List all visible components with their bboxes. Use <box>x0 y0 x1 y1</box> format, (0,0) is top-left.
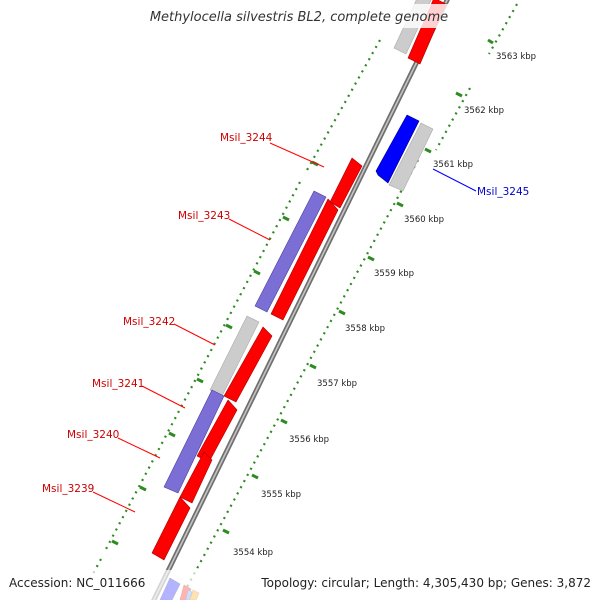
title-backdrop <box>140 4 458 28</box>
gene-label-msil-3239[interactable]: Msil_3239 <box>42 483 94 495</box>
page-title: Methylocella silvestris BL2, complete ge… <box>150 10 448 25</box>
accession-text: Accession: NC_011666 <box>9 576 145 590</box>
label-leaders <box>92 142 477 513</box>
gene-label-msil-3243[interactable]: Msil_3243 <box>178 210 230 222</box>
feature-red-3242[interactable] <box>223 326 273 403</box>
gene-label-msil-3244[interactable]: Msil_3244 <box>220 132 273 144</box>
kbp-label: 3561 kbp <box>433 160 473 170</box>
feature-purple-3241[interactable] <box>163 389 225 494</box>
features <box>151 0 447 600</box>
gene-label-msil-3245[interactable]: Msil_3245 <box>477 186 529 198</box>
feature-red-3240[interactable] <box>179 451 213 504</box>
gene-label-msil-3242[interactable]: Msil_3242 <box>123 316 175 328</box>
footer-backdrop <box>0 570 600 600</box>
kbp-label: 3558 kbp <box>345 324 385 334</box>
backbone <box>151 0 450 600</box>
kbp-label: 3559 kbp <box>374 269 414 279</box>
genome-stats-text: Topology: circular; Length: 4,305,430 bp… <box>260 576 591 590</box>
feature-grey-3245[interactable] <box>388 122 434 192</box>
feature-red-3239[interactable] <box>151 496 191 561</box>
gene-label-msil-3241[interactable]: Msil_3241 <box>92 378 144 390</box>
kbp-label: 3562 kbp <box>464 106 504 116</box>
major-ticks <box>111 38 494 546</box>
feature-blue-3245[interactable] <box>375 114 420 184</box>
kbp-label: 3563 kbp <box>496 52 536 62</box>
kbp-label: 3557 kbp <box>317 379 357 389</box>
kbp-labels: 3563 kbp 3562 kbp 3561 kbp 3560 kbp 3559… <box>233 52 536 558</box>
kbp-label: 3554 kbp <box>233 548 273 558</box>
feature-purple-3243[interactable] <box>254 190 327 313</box>
gene-labels: Msil_3244 Msil_3243 Msil_3242 Msil_3241 … <box>42 132 529 495</box>
kbp-label: 3555 kbp <box>261 490 301 500</box>
gene-label-msil-3240[interactable]: Msil_3240 <box>67 429 119 441</box>
kbp-label: 3556 kbp <box>289 435 329 445</box>
feature-red-3243[interactable] <box>270 198 339 321</box>
feature-red-3244[interactable] <box>329 157 363 209</box>
kbp-label: 3560 kbp <box>404 215 444 225</box>
